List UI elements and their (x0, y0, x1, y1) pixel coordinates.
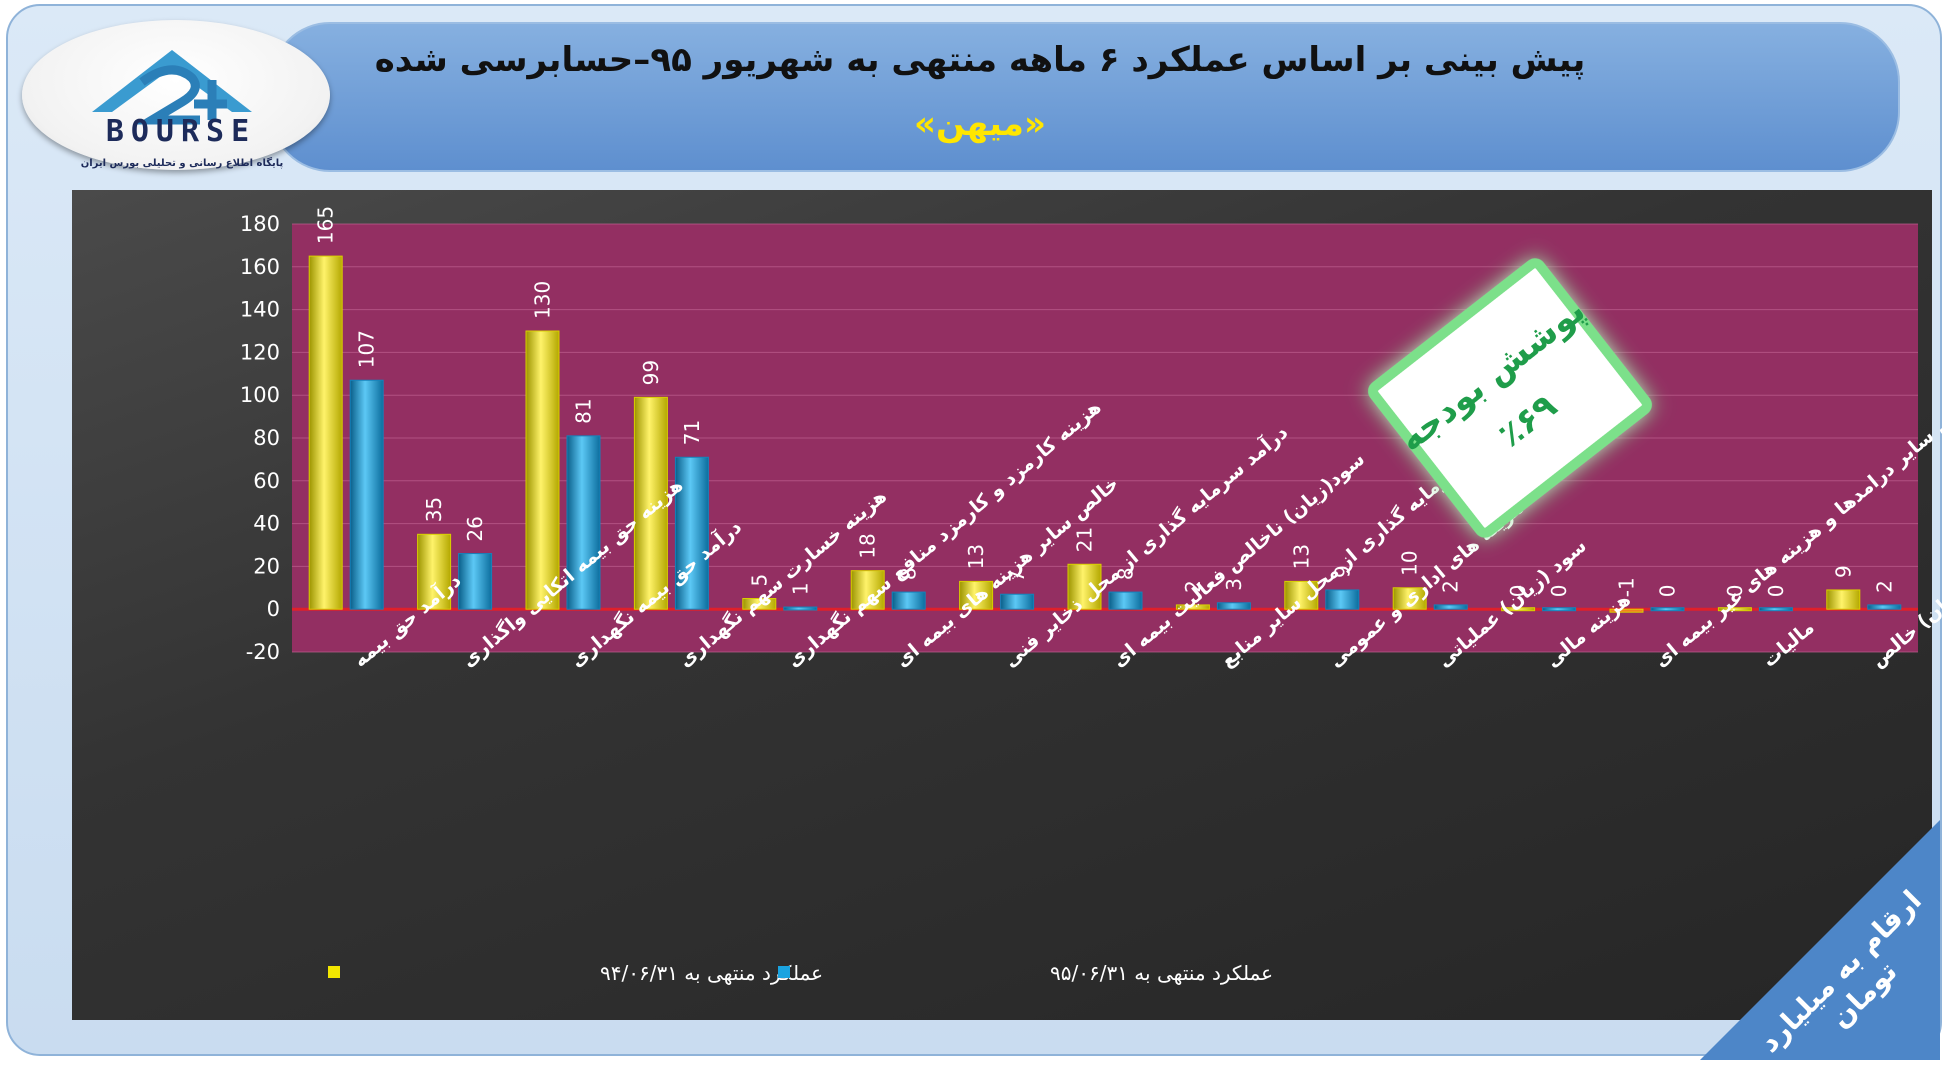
bar (1175, 604, 1210, 610)
y-tick-label: 180 (240, 212, 280, 236)
data-label: 1 (788, 582, 812, 595)
y-tick-label: 60 (253, 469, 280, 493)
y-tick-label: 0 (267, 597, 280, 621)
bar (308, 255, 343, 610)
legend-swatch (328, 966, 340, 978)
data-label: -1 (1615, 577, 1639, 597)
bar (1758, 607, 1793, 612)
data-label: 81 (572, 398, 596, 423)
legend-entry: عملکرد منتهی به ۹۵/۰۶/۳۱ (1050, 961, 1273, 985)
data-label: 9 (1831, 565, 1855, 578)
bar (850, 570, 885, 610)
data-label: 10 (1398, 550, 1422, 575)
page-title: پیش بینی بر اساس عملکرد ۶ ماهه منتهی به … (374, 40, 1586, 80)
bar (1867, 604, 1902, 610)
legend-swatch (778, 966, 790, 978)
data-label: 0 (1547, 584, 1571, 597)
bar (1392, 587, 1427, 610)
badge-box (1368, 258, 1652, 538)
logo-text: BOURSE (105, 114, 257, 149)
bar (959, 580, 994, 610)
bar (1108, 591, 1143, 610)
data-label: 13 (1289, 544, 1313, 569)
data-label: 3 (1222, 578, 1246, 591)
data-label: 0 (1723, 584, 1747, 597)
bar (1650, 607, 1685, 612)
y-tick-label: 100 (240, 383, 280, 407)
data-label: 2 (1872, 580, 1896, 593)
bar (1609, 608, 1644, 613)
data-label: 13 (964, 544, 988, 569)
data-label: 130 (531, 281, 555, 319)
header-banner (270, 22, 1900, 172)
data-label: 26 (463, 516, 487, 541)
bar (417, 533, 452, 610)
bar (1433, 604, 1468, 610)
y-tick-label: 120 (240, 340, 280, 364)
data-label: 0 (1656, 584, 1680, 597)
data-label: 7 (1005, 569, 1029, 582)
bar (674, 456, 709, 610)
bar (891, 591, 926, 610)
bar (349, 379, 384, 610)
y-tick-label: 160 (240, 255, 280, 279)
bar (783, 606, 818, 611)
logo-tagline: پایگاه اطلاع رسانی و تحلیلی بورس ایران (80, 158, 284, 169)
logo-mark-icon (92, 50, 252, 125)
bar (1067, 563, 1102, 610)
data-label: 35 (422, 497, 446, 522)
bar (1501, 607, 1536, 612)
data-label: 107 (355, 330, 379, 368)
bourse-logo: BOURSE پایگاه اطلاع رسانی و تحلیلی بورس … (22, 20, 330, 170)
y-tick-label: 20 (253, 554, 280, 578)
y-tick-label: 140 (240, 298, 280, 322)
bar (566, 435, 601, 610)
bar (1826, 589, 1861, 610)
data-label: 165 (314, 206, 338, 244)
y-tick-label: 40 (253, 512, 280, 536)
data-label: 71 (680, 420, 704, 445)
budget-coverage-badge: پوشش بودجه ٪۶۹ (1368, 258, 1652, 538)
bar (1542, 607, 1577, 612)
y-tick-label: -20 (246, 640, 280, 664)
bar (1284, 580, 1319, 610)
data-label: 99 (639, 360, 663, 385)
bar (458, 553, 493, 610)
bar (742, 598, 777, 610)
page-subtitle: «میهن» (914, 104, 1046, 144)
data-label: 8 (1114, 567, 1138, 580)
bar (633, 396, 668, 610)
data-label: 0 (1506, 584, 1530, 597)
data-label: 18 (856, 533, 880, 558)
bar (1717, 607, 1752, 612)
data-label: 2 (1439, 580, 1463, 593)
data-label: 21 (1073, 527, 1097, 552)
bar (525, 330, 560, 610)
data-label: 8 (897, 567, 921, 580)
data-label: 2 (1181, 580, 1205, 593)
data-label: 5 (747, 574, 771, 587)
data-label: 9 (1330, 565, 1354, 578)
y-tick-label: 80 (253, 426, 280, 450)
bar (1216, 602, 1251, 610)
data-label: 0 (1764, 584, 1788, 597)
bar (1325, 589, 1360, 610)
bar (1000, 593, 1035, 610)
